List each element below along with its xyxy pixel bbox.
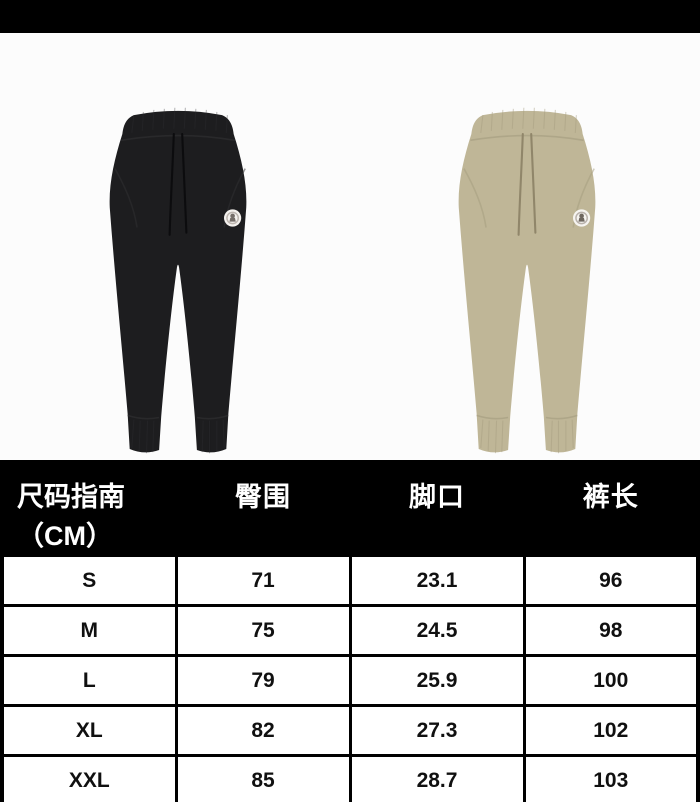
- size-label-cell: L: [0, 654, 178, 707]
- product-photo-khaki-joggers: [422, 95, 632, 467]
- khaki-joggers-image: [458, 107, 596, 454]
- leg-opening-cell: 28.7: [348, 754, 526, 802]
- drawstrings: [168, 132, 188, 236]
- length-cell: 96: [522, 554, 700, 607]
- size-label-cell: M: [0, 604, 178, 657]
- product-gallery: [0, 33, 700, 460]
- table-row-xl: XL 82 27.3 102: [0, 704, 700, 757]
- size-label-cell: S: [0, 554, 178, 607]
- size-label-cell: XXL: [0, 754, 178, 802]
- cuff-rib-lines: [480, 419, 574, 454]
- leg-opening-cell: 23.1: [348, 554, 526, 607]
- hip-cell: 75: [174, 604, 352, 657]
- length-cell: 100: [522, 654, 700, 707]
- size-label-cell: XL: [0, 704, 178, 757]
- waistband-rib-lines: [131, 107, 228, 134]
- table-row-s: S 71 23.1 96: [0, 554, 700, 607]
- leg-opening-cell: 25.9: [348, 654, 526, 707]
- hip-cell: 71: [174, 554, 352, 607]
- leg-opening-cell: 27.3: [348, 704, 526, 757]
- table-row-m: M 75 24.5 98: [0, 604, 700, 657]
- top-black-bar: [0, 0, 700, 33]
- logo-badge-icon: [572, 209, 591, 227]
- hip-cell: 82: [174, 704, 352, 757]
- col-header-hip: 臀围: [174, 460, 352, 557]
- cuff-seams: [476, 414, 578, 420]
- pants-body: [458, 110, 596, 453]
- col-header-leg-opening: 脚口: [348, 460, 526, 557]
- length-cell: 103: [522, 754, 700, 802]
- hip-cell: 85: [174, 754, 352, 802]
- table-row-xxl: XXL 85 28.7 103: [0, 754, 700, 802]
- cuff-seams: [127, 414, 229, 420]
- length-cell: 98: [522, 604, 700, 657]
- cuff-rib-lines: [131, 419, 225, 454]
- length-cell: 102: [522, 704, 700, 757]
- pants-body: [109, 110, 247, 453]
- black-joggers-image: [109, 107, 247, 454]
- product-photo-black-joggers: [73, 95, 283, 467]
- logo-badge-icon: [223, 209, 242, 227]
- size-chart-header-row: 尺码指南（CM） 臀围 脚口 裤长: [0, 460, 700, 557]
- leg-opening-cell: 24.5: [348, 604, 526, 657]
- hip-cell: 79: [174, 654, 352, 707]
- table-row-l: L 79 25.9 100: [0, 654, 700, 707]
- drawstrings: [517, 132, 537, 236]
- waistband-seam: [470, 134, 584, 142]
- col-header-pant-length: 裤长: [522, 460, 700, 557]
- waistband-rib-lines: [480, 107, 577, 134]
- col-header-size-guide: 尺码指南（CM）: [0, 460, 178, 557]
- size-chart-table: 尺码指南（CM） 臀围 脚口 裤长 S 71 23.1 96 M 75 24.5…: [0, 460, 700, 802]
- waistband-seam: [121, 134, 235, 142]
